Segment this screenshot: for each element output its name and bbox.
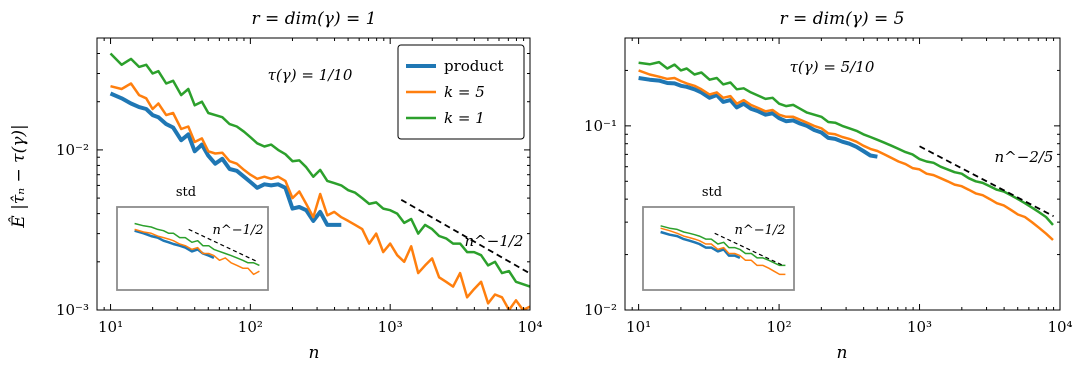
right-inset-rate-label: n^−1/2 xyxy=(734,223,785,238)
inset-series-line-k5 xyxy=(134,228,260,276)
left-rate-label: n^−1/2 xyxy=(465,232,524,250)
plot-frame xyxy=(96,37,531,311)
x-tick-label: 10⁴ xyxy=(517,318,542,336)
series-line-product xyxy=(109,91,342,227)
inset-series-group xyxy=(134,222,260,276)
x-tick-label: 10³ xyxy=(378,318,403,336)
x-tick-label: 10¹ xyxy=(98,318,123,336)
left-panel: product k = 5 k = 1 r = dim(γ) = 1 n Ê |τ̂ₙ −… xyxy=(8,9,543,363)
rate-reference-line xyxy=(919,145,1054,218)
y-axis-label: Ê |τ̂ₙ − τ(γ)| xyxy=(8,124,29,228)
left-inset-label: std xyxy=(176,185,196,200)
series-group xyxy=(638,60,1054,241)
x-tick-label: 10³ xyxy=(907,318,932,336)
right-panel-title: r = dim(γ) = 5 xyxy=(780,9,905,29)
inset-series-line-k1 xyxy=(660,225,786,267)
legend-box xyxy=(397,44,525,140)
right-x-axis-label: n xyxy=(837,343,848,363)
left-tau-annotation: τ(γ) = 1/10 xyxy=(268,66,353,84)
plot-frame xyxy=(624,37,1061,311)
series-line-k1 xyxy=(109,52,530,288)
series-line-k5 xyxy=(110,82,530,310)
left-x-axis-label: n xyxy=(309,343,320,363)
inset-series-line-k5 xyxy=(660,227,786,276)
right-tau-annotation: τ(γ) = 5/10 xyxy=(790,58,875,76)
x-tick-label: 10⁴ xyxy=(1047,318,1072,336)
series-group xyxy=(109,52,530,310)
inset-series-line-product xyxy=(660,230,741,260)
y-tick-label: 10⁻² xyxy=(56,141,89,159)
rate-reference-line xyxy=(400,199,530,275)
legend-entry: k = 5 xyxy=(444,83,485,101)
y-tick-label: 10⁻² xyxy=(584,301,617,319)
y-tick-label: 10⁻¹ xyxy=(584,117,617,135)
x-tick-label: 10² xyxy=(238,318,263,336)
right-inset-label: std xyxy=(702,185,722,200)
right-panel: r = dim(γ) = 5 n τ(γ) = 5/10 n^−2/5 std n^−1/… xyxy=(584,9,1073,363)
inset-rate-line xyxy=(714,232,784,266)
series-line-k5 xyxy=(638,69,1054,241)
series-line-product xyxy=(638,76,878,159)
inset-series-group xyxy=(660,225,786,276)
left-panel-title: r = dim(γ) = 1 xyxy=(252,9,377,29)
right-rate-label: n^−2/5 xyxy=(995,148,1054,166)
legend-entry: k = 1 xyxy=(444,109,485,127)
inset-rate-line xyxy=(188,228,258,263)
x-tick-label: 10² xyxy=(767,318,792,336)
left-inset-rate-label: n^−1/2 xyxy=(212,223,263,238)
y-tick-label: 10⁻³ xyxy=(56,301,89,319)
x-tick-label: 10¹ xyxy=(626,318,651,336)
series-line-k1 xyxy=(638,60,1054,226)
inset-series-line-k1 xyxy=(134,222,260,267)
legend: product k = 5 k = 1 xyxy=(397,44,525,140)
legend-entry: product xyxy=(444,57,504,75)
